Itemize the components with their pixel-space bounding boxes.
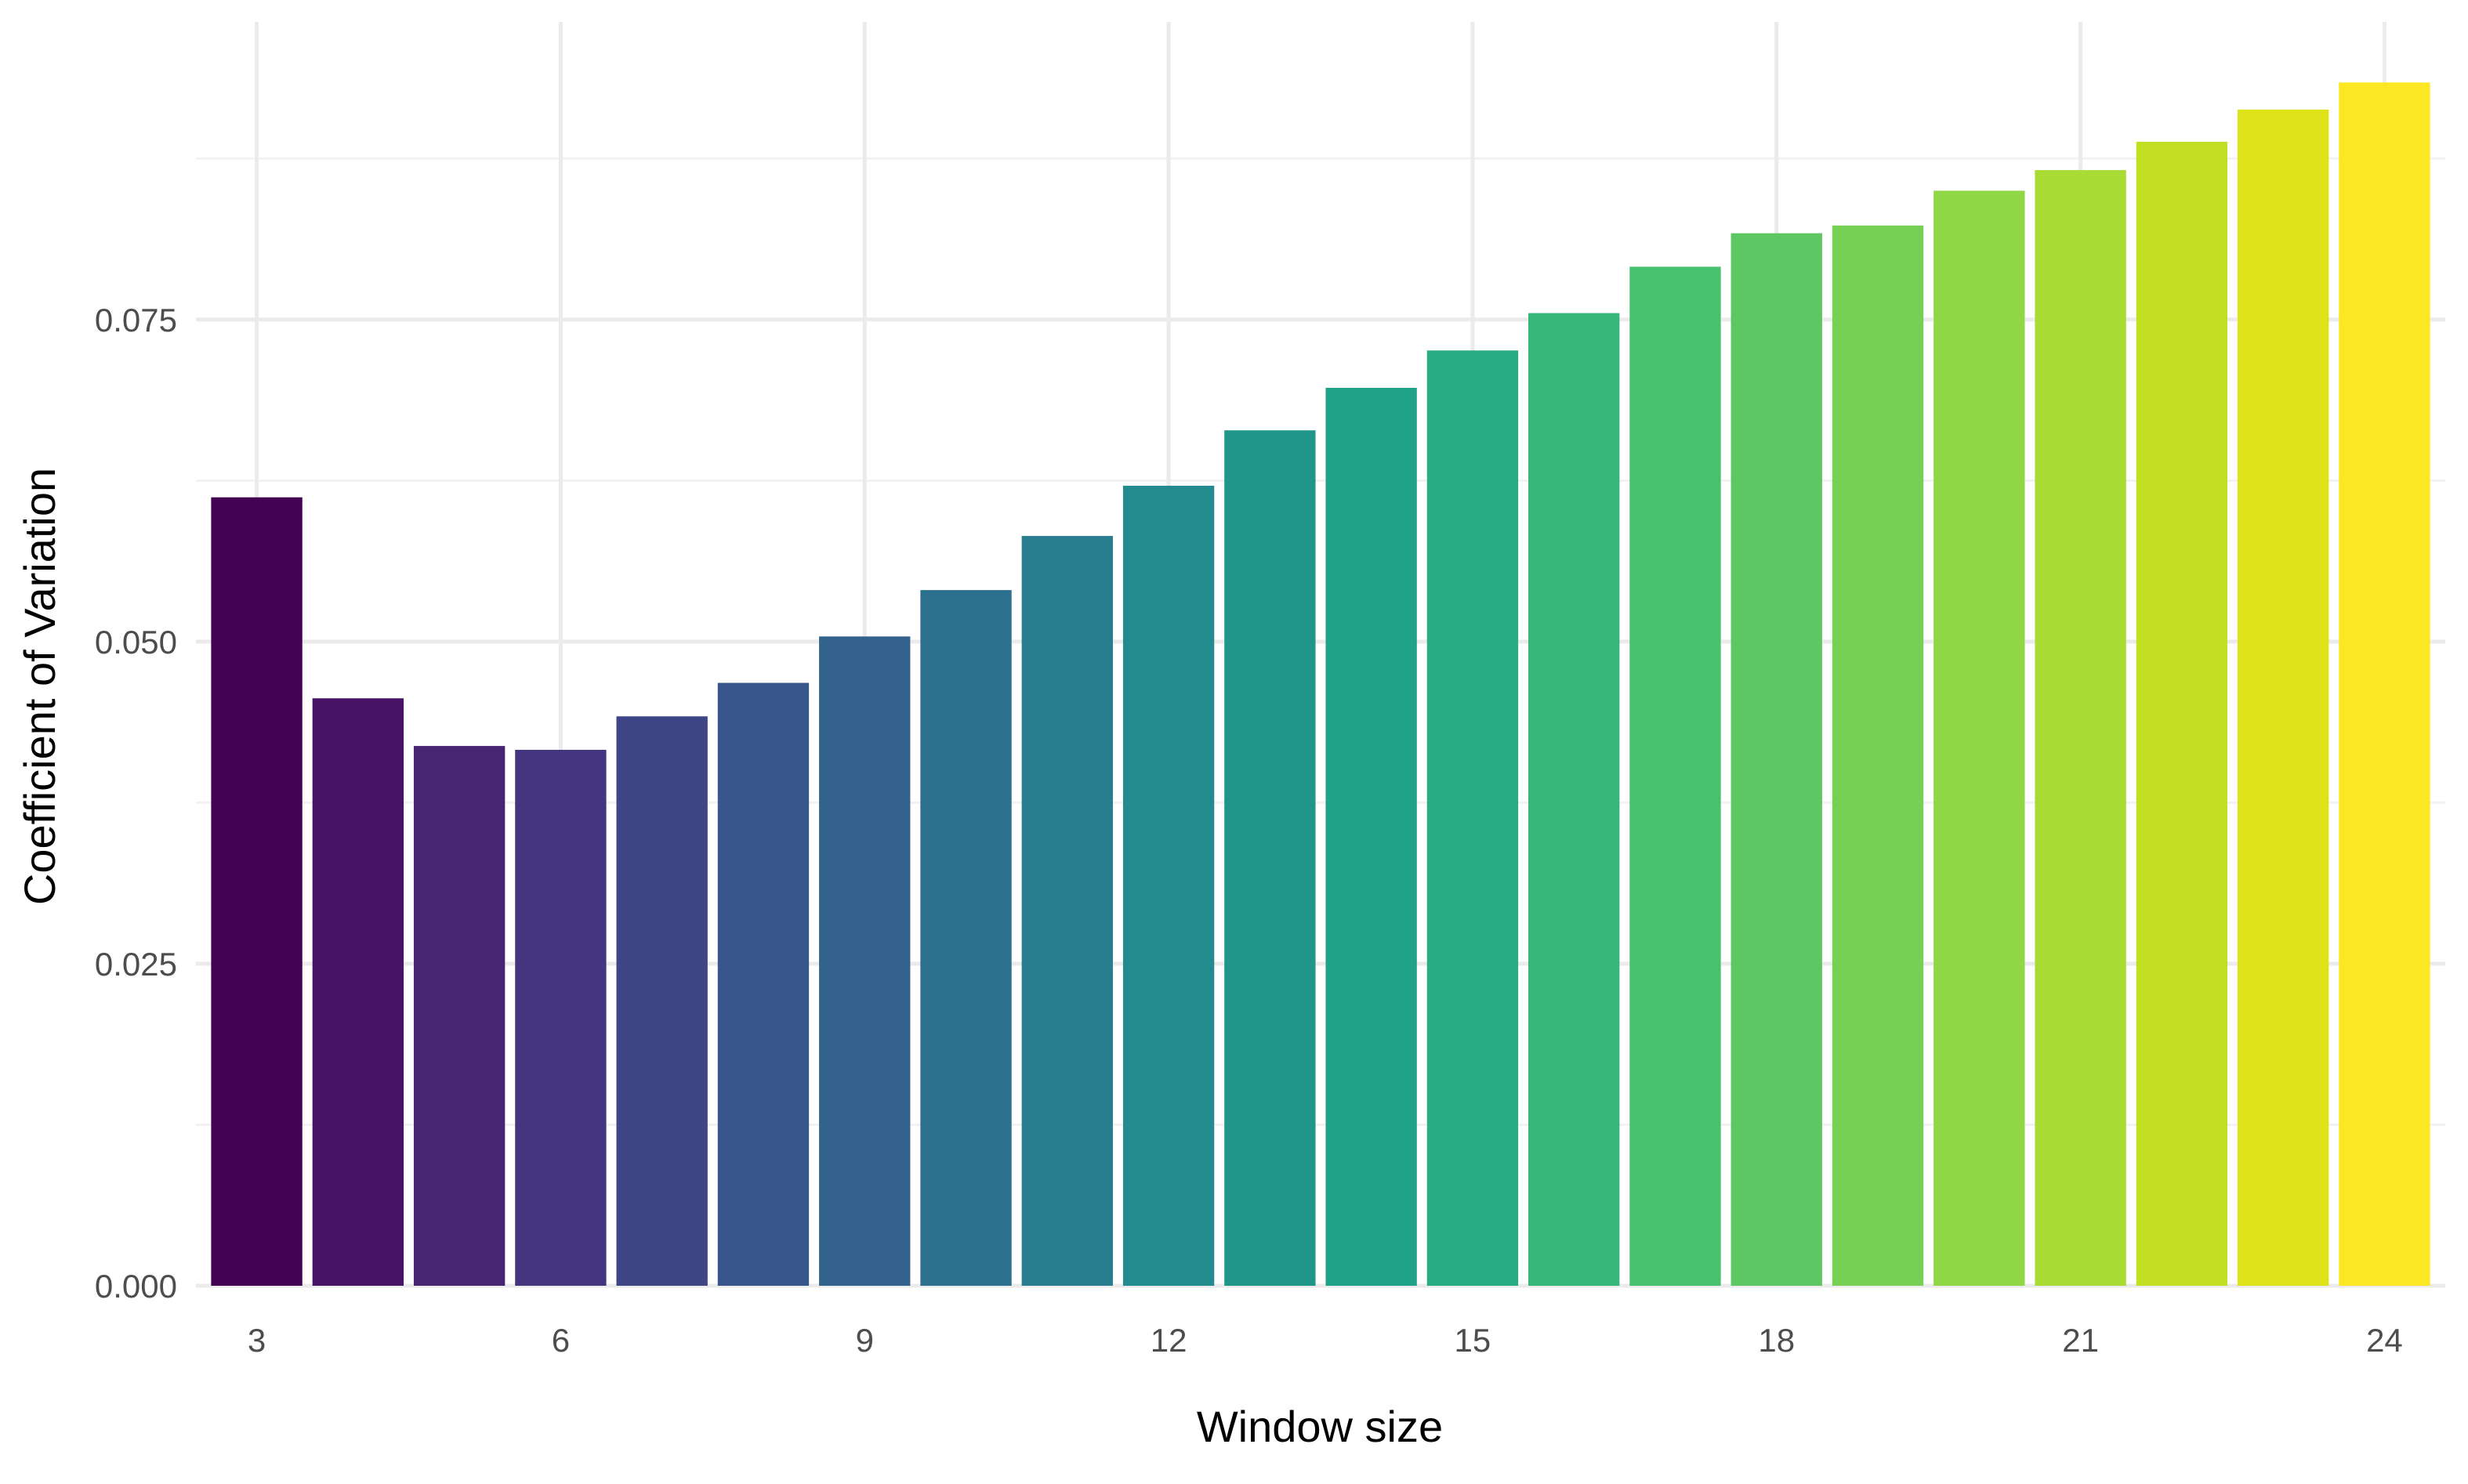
bar-window-8 <box>717 682 810 1286</box>
bar-window-20 <box>1933 190 2025 1286</box>
bar-window-24 <box>2339 82 2430 1287</box>
x-tick-label: 18 <box>1758 1322 1795 1359</box>
bar-window-4 <box>312 698 404 1286</box>
y-axis-title: Coefficient of Variation <box>15 468 64 905</box>
bar-window-9 <box>819 636 911 1286</box>
y-tick-label: 0.000 <box>95 1268 177 1305</box>
y-tick-label: 0.050 <box>95 624 177 661</box>
bar-window-6 <box>515 749 607 1286</box>
bars <box>211 82 2430 1287</box>
bar-window-21 <box>2035 170 2126 1287</box>
x-tick-label: 15 <box>1455 1322 1491 1359</box>
y-axis-tick-labels: 0.000 0.025 0.050 0.075 <box>95 302 177 1305</box>
bar-window-23 <box>2237 109 2329 1287</box>
bar-window-5 <box>413 746 506 1286</box>
bar-window-10 <box>920 590 1012 1286</box>
bar-window-18 <box>1730 233 1822 1286</box>
bar-window-15 <box>1426 350 1519 1286</box>
x-tick-label: 12 <box>1151 1322 1187 1359</box>
y-tick-label: 0.025 <box>95 946 177 983</box>
x-tick-label: 6 <box>552 1322 570 1359</box>
x-tick-label: 9 <box>856 1322 874 1359</box>
bar-window-16 <box>1528 313 1620 1286</box>
bar-window-12 <box>1122 485 1215 1286</box>
x-axis-title: Window size <box>1197 1402 1443 1451</box>
bar-window-17 <box>1629 266 1721 1286</box>
bar-window-13 <box>1224 430 1316 1286</box>
x-tick-label: 21 <box>2062 1322 2099 1359</box>
bar-window-3 <box>211 497 303 1286</box>
x-axis-tick-labels: 3 6 9 12 15 18 21 24 <box>248 1322 2403 1359</box>
x-tick-label: 24 <box>2366 1322 2403 1359</box>
bar-window-19 <box>1832 225 1924 1286</box>
bar-window-14 <box>1325 387 1417 1286</box>
bar-window-7 <box>616 716 708 1286</box>
x-tick-label: 3 <box>248 1322 266 1359</box>
bar-window-11 <box>1021 536 1113 1286</box>
y-tick-label: 0.075 <box>95 302 177 338</box>
bar-window-22 <box>2136 141 2228 1287</box>
